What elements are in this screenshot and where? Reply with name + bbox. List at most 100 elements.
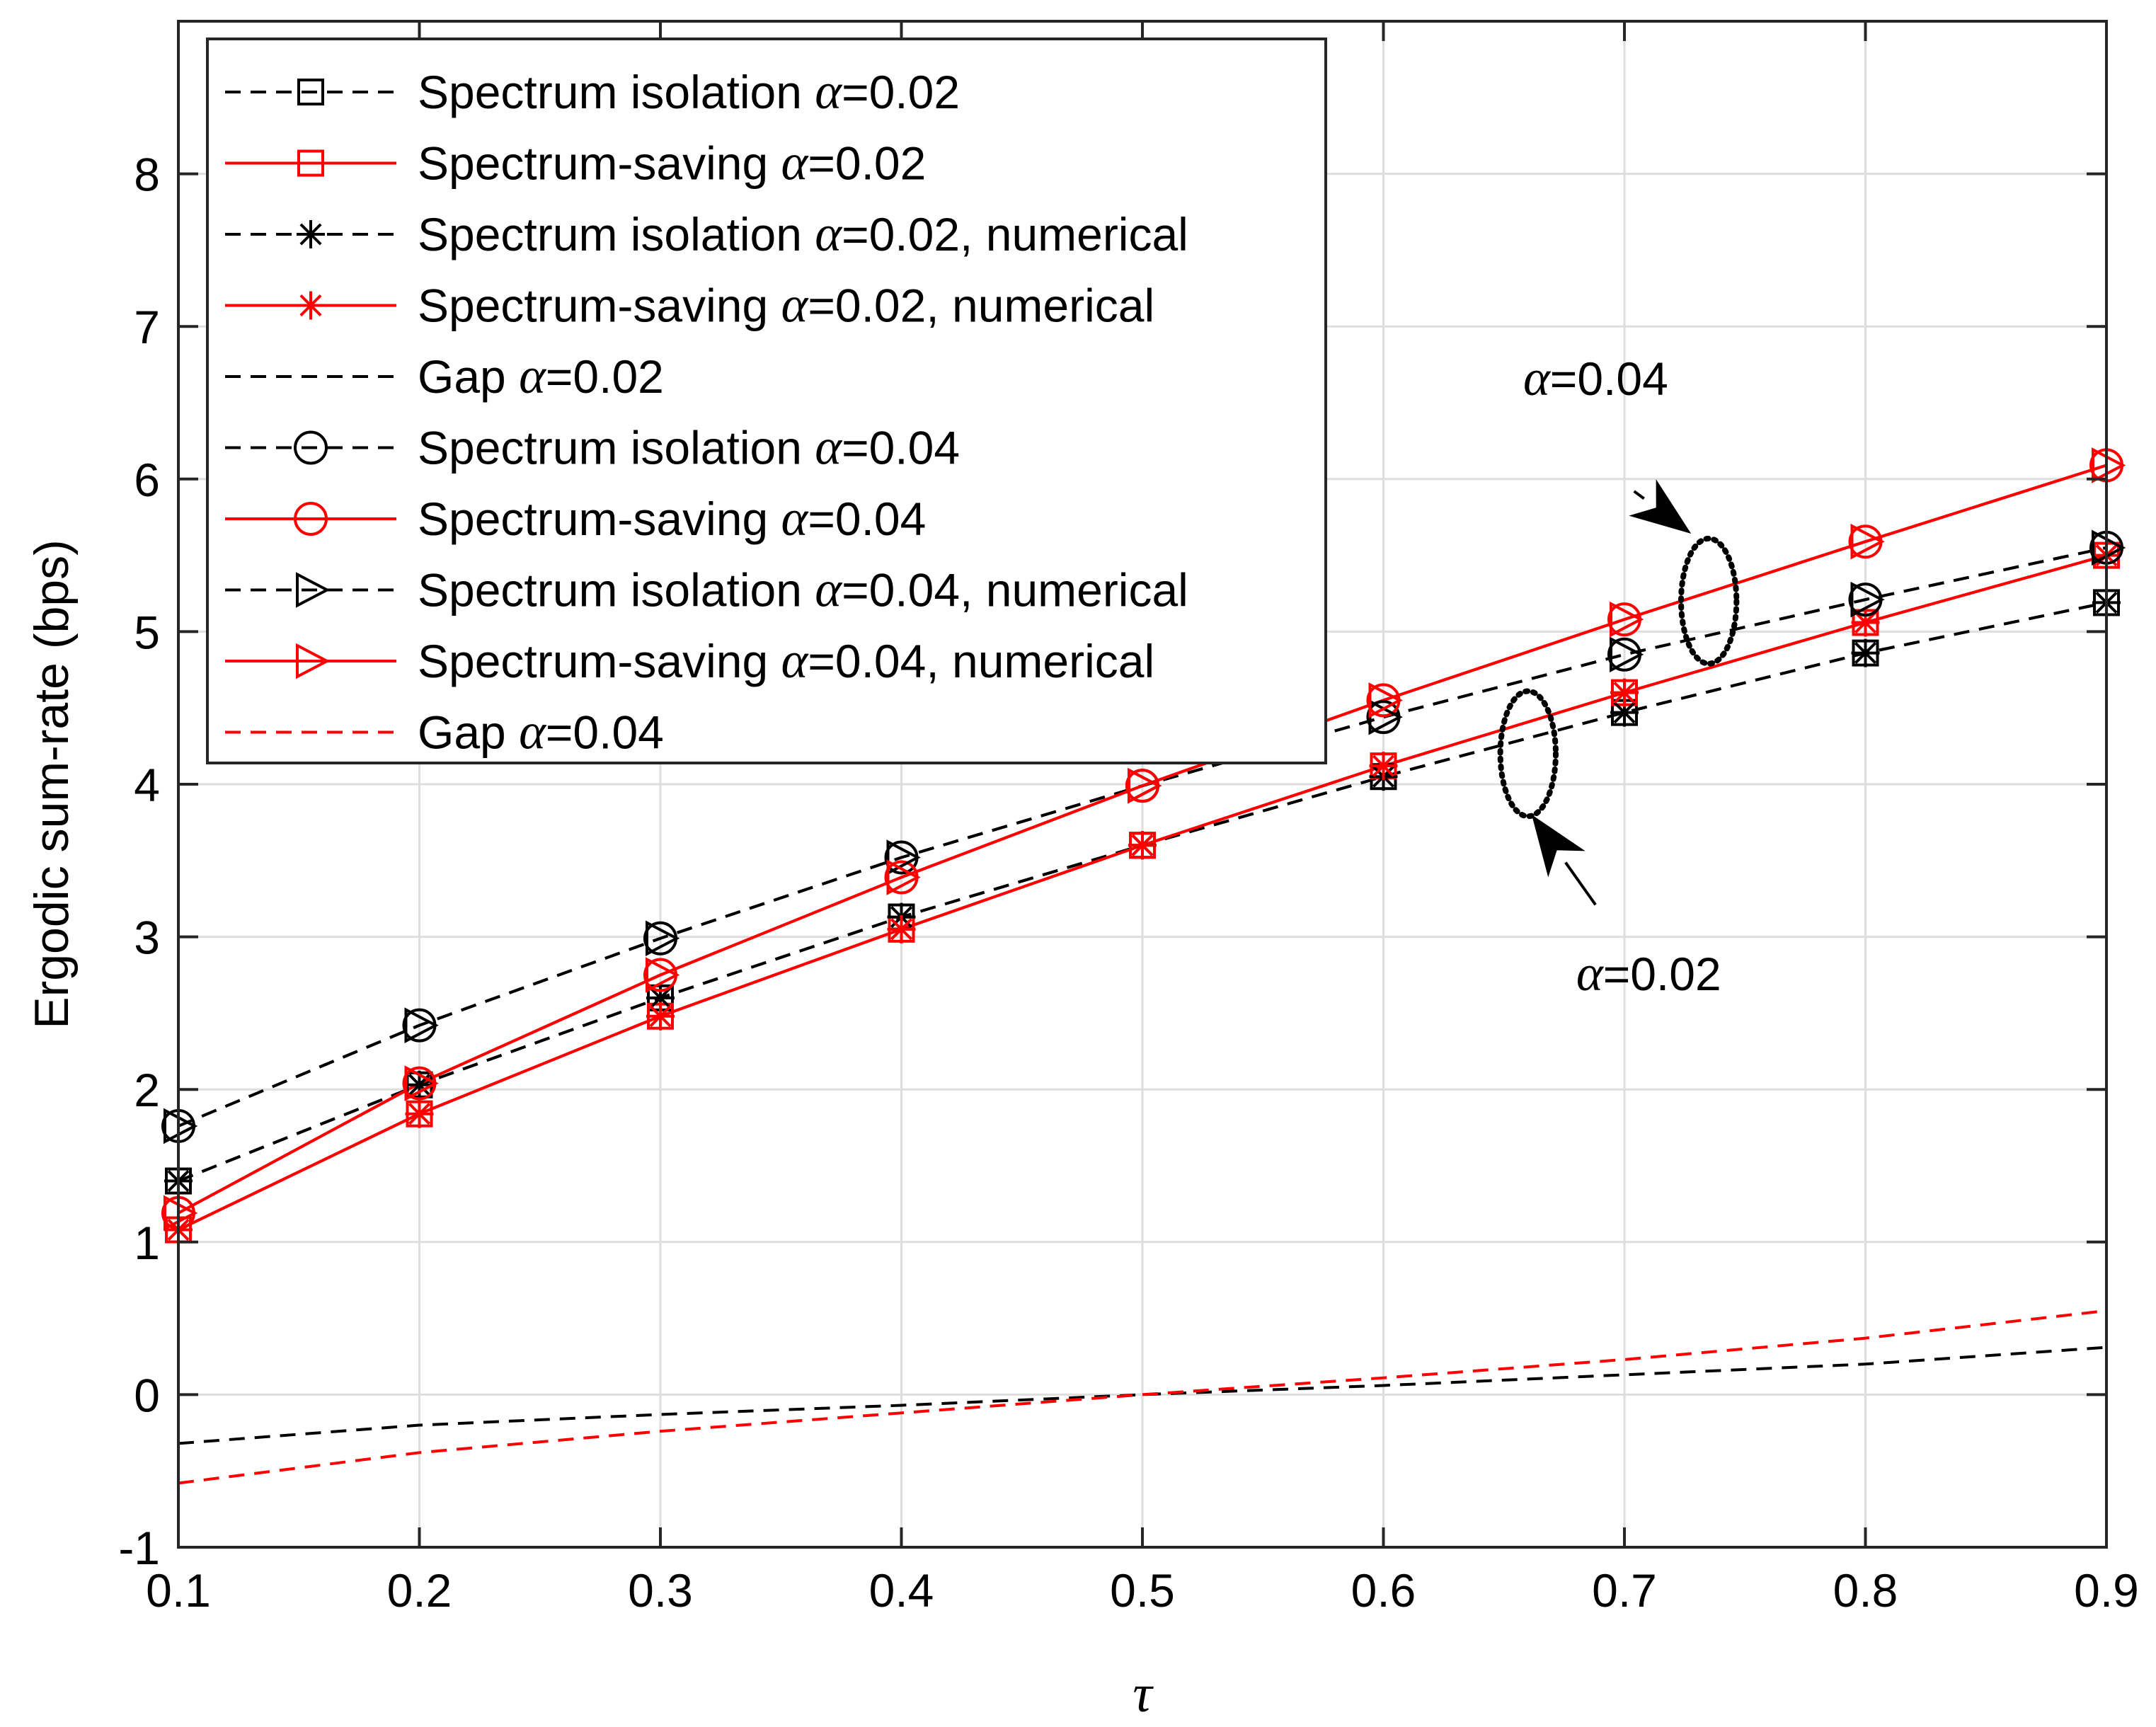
- annotation-label-alpha02: α=0.02: [1576, 945, 1721, 1002]
- data-point: [405, 1070, 434, 1099]
- legend-label-text: Spectrum isolation: [418, 208, 815, 260]
- legend-label-text: Spectrum-saving: [418, 635, 781, 687]
- legend-label-value: =0.04, numerical: [808, 635, 1154, 687]
- annotation-ellipse-alpha04: [1678, 535, 1740, 667]
- legend-label-value: =0.02: [546, 350, 664, 403]
- y-tick-label: 3: [134, 912, 160, 964]
- x-tick-label: 0.1: [146, 1564, 211, 1617]
- y-tick-label: 4: [134, 759, 160, 811]
- legend-entry-label: Gap α=0.04: [418, 704, 664, 760]
- data-point: [1850, 581, 1885, 618]
- legend-entry-label: Spectrum-saving α=0.04: [418, 490, 926, 546]
- axis-ticks: [177, 21, 2108, 1549]
- x-tick-label: 0.9: [2074, 1564, 2139, 1617]
- y-tick-label: 7: [134, 301, 160, 353]
- data-point: [886, 839, 921, 876]
- tick-labels: 0.1 0.2 0.3 0.4 0.5 0.6 0.7 0.8 0.9 -1 0 1 2 3 4 5 6 7 8: [118, 149, 2139, 1617]
- legend-label-value: =0.02: [842, 66, 960, 118]
- data-point: [1610, 636, 1644, 673]
- legend-label-value: =0.02, numerical: [808, 280, 1154, 332]
- annotation-arrow-alpha02: [1564, 861, 1597, 906]
- annotations: α=0.04α=0.02: [1497, 350, 1740, 1002]
- y-tick-label: 2: [134, 1064, 160, 1116]
- annotation-arrowhead-alpha02: [1531, 814, 1586, 878]
- annotation-value: =0.04: [1550, 352, 1668, 405]
- data-point: [1128, 767, 1162, 804]
- x-tick-label: 0.3: [628, 1564, 693, 1617]
- legend-marker: [297, 291, 325, 320]
- legend-marker: [297, 79, 324, 105]
- legend-label-value: =0.04: [808, 493, 926, 545]
- legend-label-text: Spectrum-saving: [418, 137, 781, 190]
- annotation-arrow-alpha04: [1633, 490, 1645, 500]
- y-tick-label: 0: [134, 1369, 160, 1421]
- legend-entry-label: Spectrum-saving α=0.04, numerical: [418, 632, 1154, 689]
- legend-label-value: =0.02, numerical: [842, 208, 1188, 260]
- data-point: [404, 1065, 439, 1101]
- annotation-alpha-symbol: α: [1576, 945, 1604, 1002]
- data-point: [646, 957, 680, 993]
- x-tick-label: 0.8: [1833, 1564, 1898, 1617]
- legend-label-text: Spectrum isolation: [418, 422, 815, 474]
- x-tick-label: 0.2: [387, 1564, 452, 1617]
- legend-alpha-symbol: α: [781, 134, 809, 191]
- legend-marker: [296, 643, 331, 679]
- x-tick-label: 0.4: [869, 1564, 934, 1617]
- data-point: [1610, 698, 1639, 727]
- data-point: [404, 1007, 439, 1043]
- annotation-alpha-symbol: α: [1523, 350, 1551, 406]
- legend-marker: [296, 572, 331, 608]
- legend-alpha-symbol: α: [815, 63, 842, 120]
- legend-label-text: Spectrum-saving: [418, 280, 781, 332]
- series-line-4: [178, 1346, 2106, 1445]
- data-point: [886, 859, 921, 895]
- y-tick-label: 1: [134, 1217, 160, 1269]
- annotation-label-alpha04: α=0.04: [1523, 350, 1668, 406]
- legend-label-text: Spectrum isolation: [418, 66, 815, 118]
- legend-alpha-symbol: α: [519, 704, 546, 760]
- legend-label-text: Spectrum isolation: [418, 564, 815, 616]
- x-tick-label: 0.7: [1592, 1564, 1657, 1617]
- series-line-9: [178, 1309, 2106, 1485]
- data-point: [1610, 678, 1639, 707]
- legend: Spectrum isolation α=0.02Spectrum-saving…: [206, 38, 1327, 764]
- x-axis-label: τ: [1133, 1664, 1154, 1723]
- data-point: [1851, 638, 1880, 667]
- y-tick-label: 6: [134, 454, 160, 506]
- legend-alpha-symbol: α: [815, 561, 842, 618]
- legend-entry-label: Spectrum isolation α=0.04: [418, 419, 960, 476]
- legend-alpha-symbol: α: [781, 632, 809, 689]
- legend-marker: [297, 149, 324, 177]
- data-point: [1851, 608, 1880, 637]
- annotation-value: =0.02: [1603, 948, 1721, 1000]
- legend-alpha-symbol: α: [519, 348, 546, 404]
- y-axis-label: Ergodic sum-rate (bps): [25, 539, 79, 1029]
- legend-entry-label: Spectrum isolation α=0.02: [418, 63, 960, 120]
- legend-label-value: =0.04: [842, 422, 960, 474]
- legend-marker: [294, 502, 328, 536]
- y-tick-label: 8: [134, 149, 160, 201]
- legend-marker: [297, 220, 325, 248]
- legend-label-text: Gap: [418, 350, 519, 403]
- legend-alpha-symbol: α: [815, 205, 842, 262]
- legend-entry-label: Spectrum isolation α=0.04, numerical: [418, 561, 1188, 618]
- legend-entry-label: Spectrum isolation α=0.02, numerical: [418, 205, 1188, 262]
- legend-alpha-symbol: α: [781, 490, 809, 546]
- annotation-arrowhead-alpha04: [1629, 479, 1692, 534]
- data-point: [1128, 831, 1157, 860]
- data-point: [1368, 682, 1403, 718]
- legend-marker: [294, 430, 328, 465]
- legend-label-value: =0.04, numerical: [842, 564, 1188, 616]
- y-tick-label: 5: [134, 606, 160, 658]
- data-point: [887, 914, 916, 943]
- x-tick-label: 0.5: [1110, 1564, 1175, 1617]
- legend-label-text: Spectrum-saving: [418, 493, 781, 545]
- legend-entry-label: Gap α=0.02: [418, 348, 664, 404]
- legend-entry-label: Spectrum-saving α=0.02: [418, 134, 926, 191]
- data-point: [1850, 523, 1885, 560]
- data-point: [646, 983, 675, 1012]
- data-point: [646, 1002, 675, 1031]
- legend-alpha-symbol: α: [781, 277, 809, 333]
- data-point: [1610, 601, 1644, 638]
